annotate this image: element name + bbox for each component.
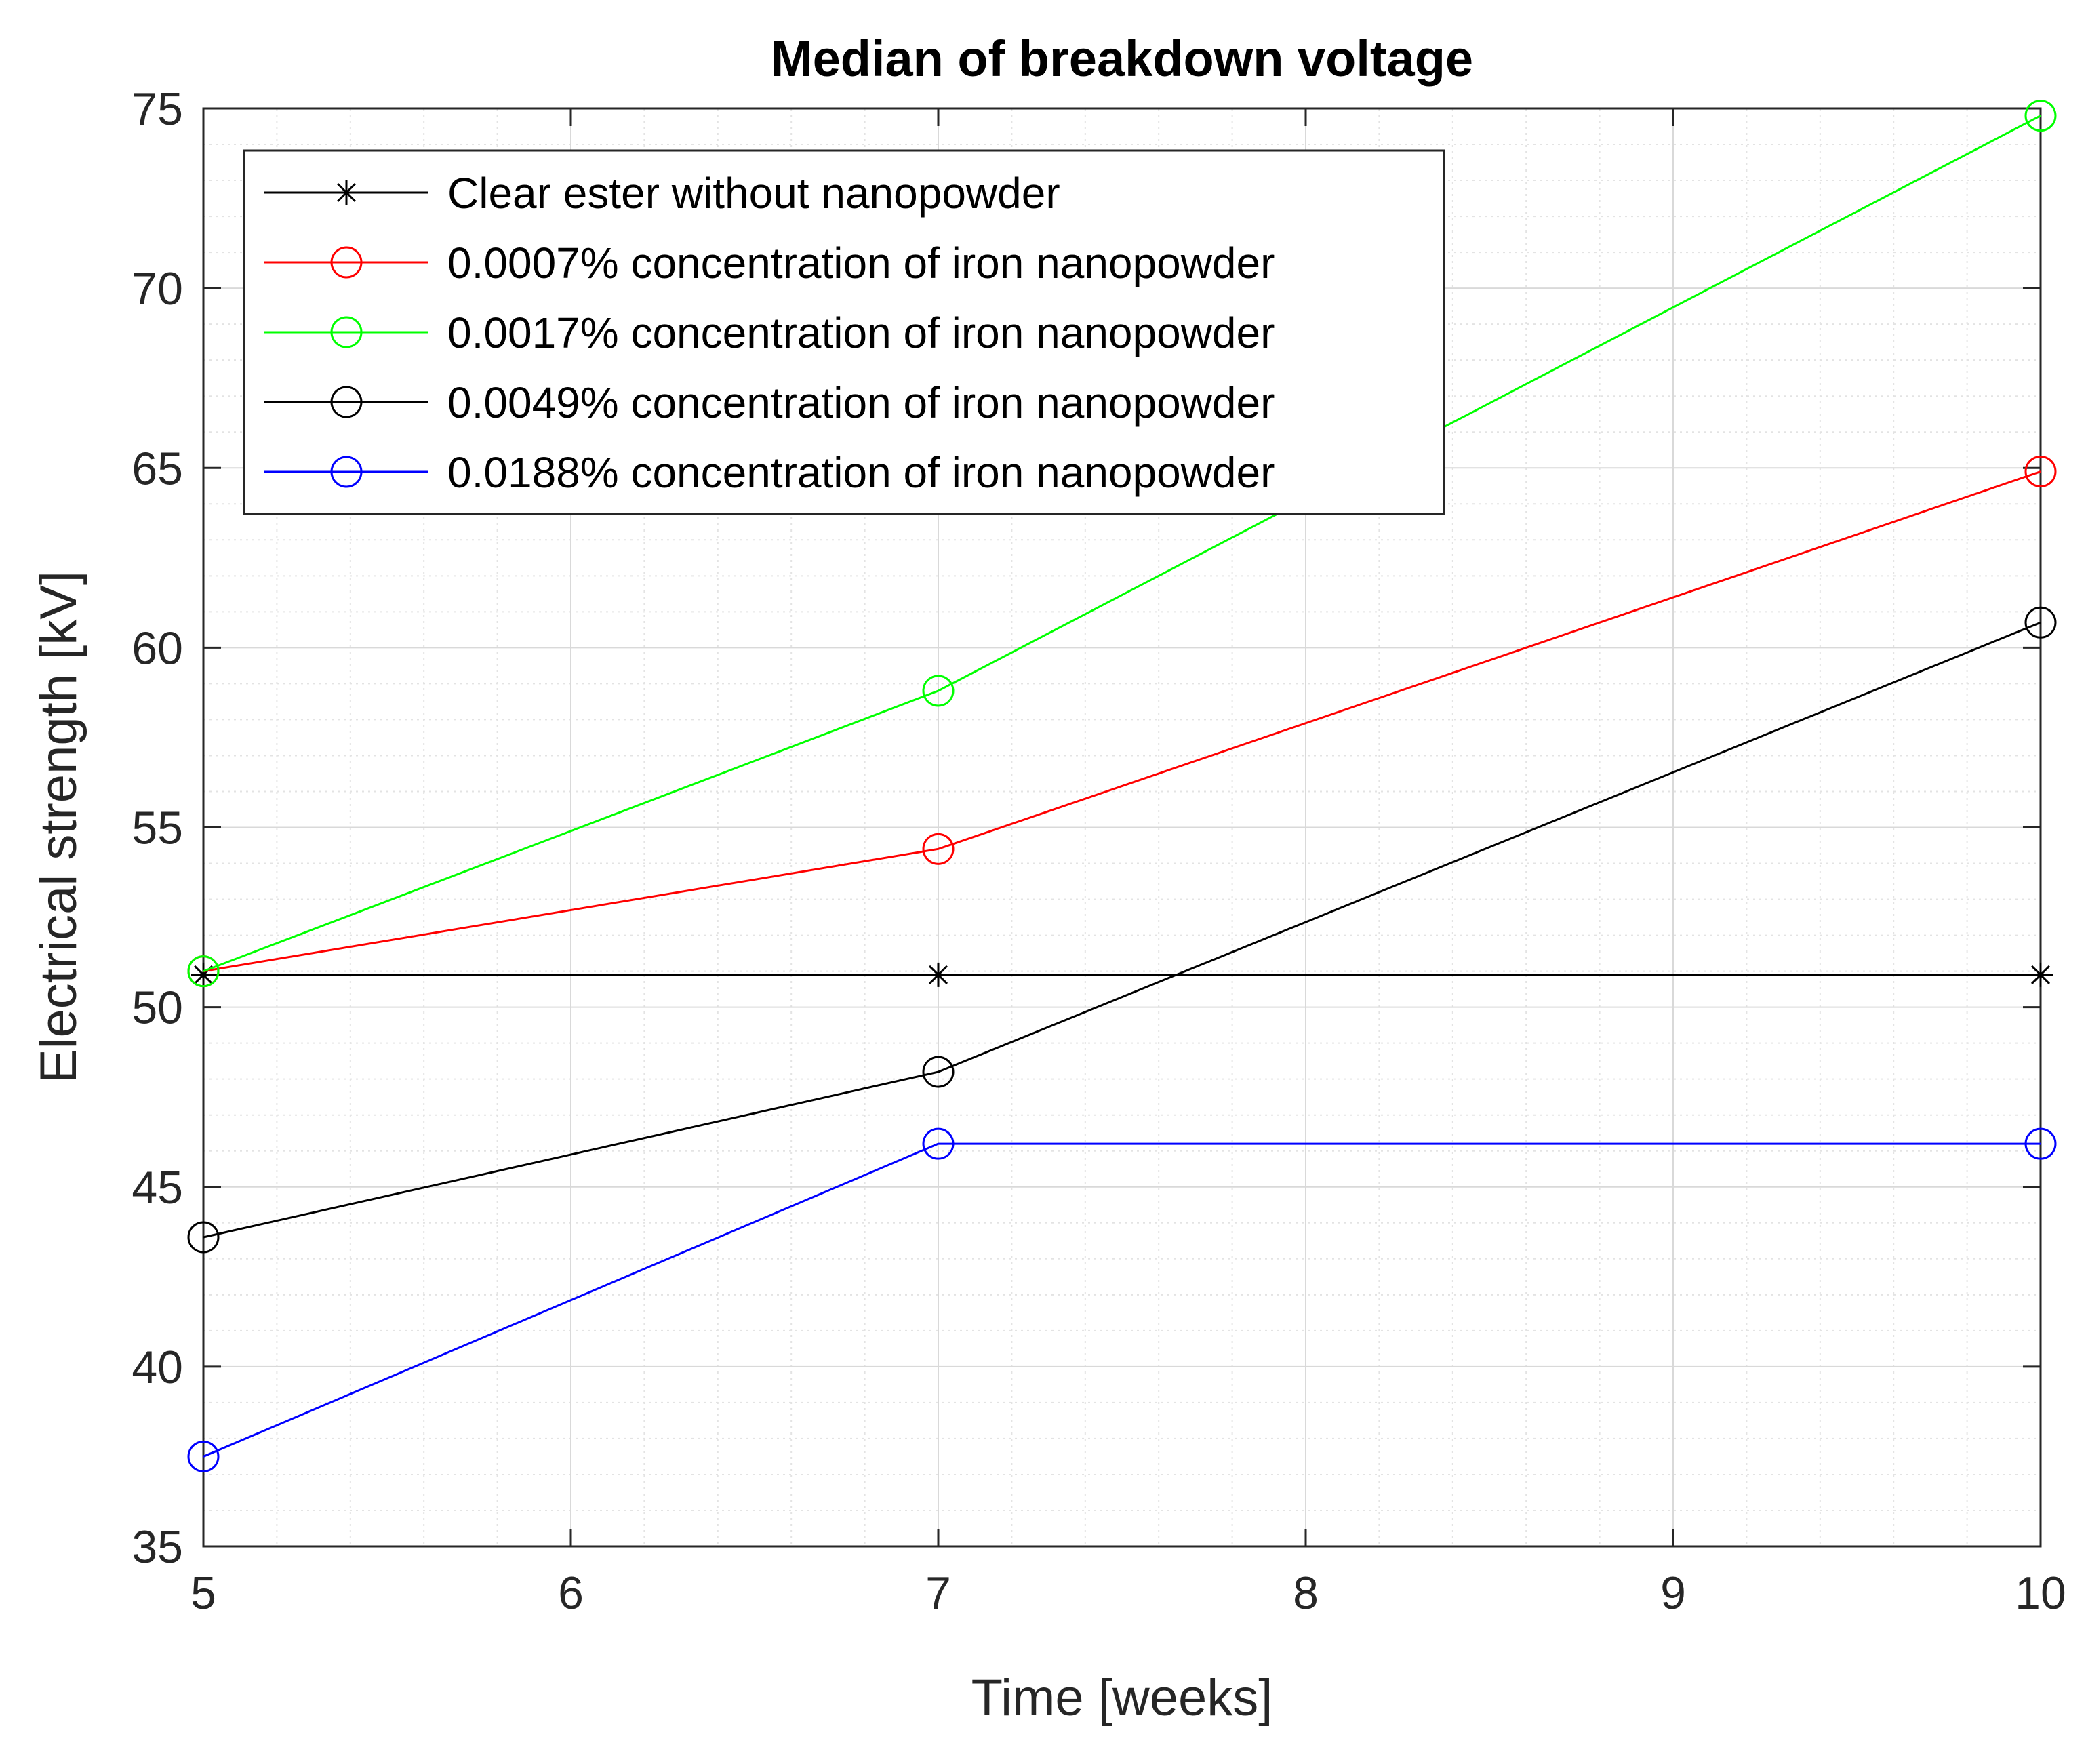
legend-marker xyxy=(330,456,363,488)
data-point xyxy=(926,962,950,987)
series-5 xyxy=(187,1127,2057,1472)
y-tick-label: 50 xyxy=(132,982,183,1034)
legend-marker xyxy=(330,386,363,418)
legend-label: Clear ester without nanopowder xyxy=(447,169,1060,218)
y-tick-label: 40 xyxy=(132,1342,183,1393)
y-tick-label: 60 xyxy=(132,622,183,674)
data-point xyxy=(922,1127,955,1160)
y-tick-label: 75 xyxy=(132,83,183,135)
series-3 xyxy=(187,100,2057,988)
ticks: 5 6 7 8 9 10 35 40 45 50 55 60 65 70 75 xyxy=(132,83,2066,1619)
data-point-stroke xyxy=(928,965,948,984)
series-4 xyxy=(187,606,2057,1254)
data-point xyxy=(187,1440,220,1472)
data-point xyxy=(922,675,955,707)
data-point-stroke xyxy=(2030,965,2051,984)
series-line xyxy=(203,1142,2041,1458)
legend-marker xyxy=(330,246,363,279)
x-tick-label: 7 xyxy=(925,1567,951,1619)
data-point xyxy=(2028,962,2053,987)
legend-label: 0.0049% concentration of iron nanopowder xyxy=(447,378,1275,427)
legend-label: 0.0017% concentration of iron nanopowder xyxy=(447,308,1275,357)
x-tick-label: 5 xyxy=(190,1567,216,1619)
chart-title: Median of breakdown voltage xyxy=(771,31,1473,87)
y-tick-label: 45 xyxy=(132,1162,183,1214)
series-line xyxy=(203,621,2041,1239)
y-tick-label: 55 xyxy=(132,803,183,854)
legend-entry: 0.0188% concentration of iron nanopowder xyxy=(264,448,1275,497)
data-point xyxy=(187,955,220,988)
legend-entry: 0.0007% concentration of iron nanopowder xyxy=(264,239,1275,287)
y-axis-label: Electrical strength [kV] xyxy=(30,571,87,1083)
y-tick-label: 35 xyxy=(132,1521,183,1573)
x-tick-label: 9 xyxy=(1660,1567,1686,1619)
legend-marker-stroke xyxy=(336,182,357,203)
data-point xyxy=(191,962,216,987)
legend-label: 0.0188% concentration of iron nanopowder xyxy=(447,448,1275,497)
x-tick-label: 6 xyxy=(558,1567,584,1619)
series xyxy=(187,100,2057,1472)
series-line xyxy=(203,115,2041,973)
data-point xyxy=(922,1056,955,1088)
legend-label: 0.0007% concentration of iron nanopowder xyxy=(447,239,1275,287)
legend-marker xyxy=(330,316,363,348)
data-point xyxy=(2024,606,2057,639)
data-point xyxy=(2024,100,2057,132)
data-point xyxy=(187,1221,220,1254)
data-point xyxy=(2024,1127,2057,1160)
data-point xyxy=(2024,456,2057,488)
data-point xyxy=(922,833,955,865)
x-axis-label: Time [weeks] xyxy=(971,1669,1273,1727)
legend-entry: Clear ester without nanopowder xyxy=(264,169,1060,218)
x-tick-label: 8 xyxy=(1293,1567,1319,1619)
series-1 xyxy=(191,962,2053,987)
legend-entry: 0.0049% concentration of iron nanopowder xyxy=(264,378,1275,427)
x-tick-label: 10 xyxy=(2015,1567,2066,1619)
series-line xyxy=(203,470,2041,973)
y-tick-label: 65 xyxy=(132,443,183,494)
legend-box xyxy=(243,149,1445,515)
y-tick-label: 70 xyxy=(132,263,183,315)
legend-entry: 0.0017% concentration of iron nanopowder xyxy=(264,308,1275,357)
legend: Clear ester without nanopowder 0.0007% co… xyxy=(243,149,1445,515)
legend-marker xyxy=(334,180,359,205)
